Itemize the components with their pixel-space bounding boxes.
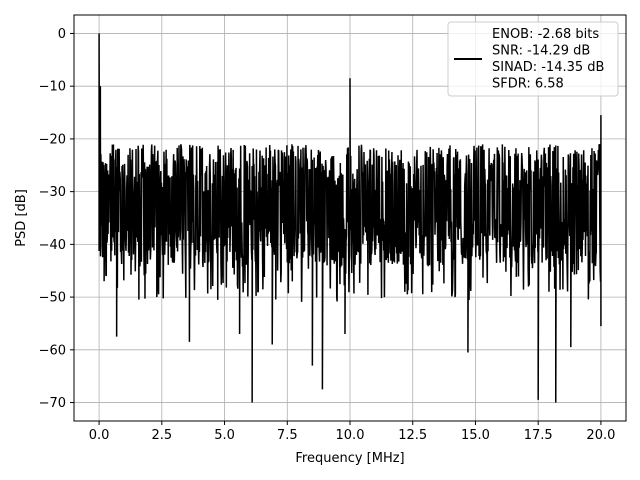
- x-tick-label: 2.5: [151, 428, 172, 443]
- y-tick-label: −30: [39, 185, 66, 200]
- plot-area: [98, 33, 602, 403]
- legend-entry-snr: SNR: -14.29 dB: [492, 44, 590, 59]
- y-axis-label: PSD [dB]: [14, 189, 29, 247]
- legend-entry-sinad: SINAD: -14.35 dB: [492, 60, 604, 75]
- x-tick-label: 20.0: [586, 428, 615, 443]
- x-axis-label: Frequency [MHz]: [295, 451, 404, 466]
- x-tick-label: 17.5: [524, 428, 553, 443]
- x-axis-ticks: 0.0 2.5 5.0 7.5 10.0 12.5 15.0 17.5 20.0: [89, 421, 615, 443]
- y-axis-ticks: 0 −10 −20 −30 −40 −50 −60 −70: [39, 27, 74, 411]
- legend-box: [447, 21, 619, 97]
- y-tick-label: −10: [39, 80, 66, 95]
- x-tick-label: 10.0: [336, 428, 365, 443]
- x-tick-label: 12.5: [398, 428, 427, 443]
- x-tick-label: 15.0: [461, 428, 490, 443]
- x-tick-label: 5.0: [214, 428, 235, 443]
- y-tick-label: −70: [39, 396, 66, 411]
- psd-series-line: [98, 33, 602, 403]
- legend: ENOB: -2.68 bits SNR: -14.29 dB SINAD: -…: [447, 21, 619, 97]
- y-tick-label: −40: [39, 238, 66, 253]
- x-tick-label: 7.5: [277, 428, 298, 443]
- y-tick-label: −50: [39, 291, 66, 306]
- x-tick-label: 0.0: [89, 428, 110, 443]
- y-tick-label: 0: [58, 27, 66, 42]
- y-tick-label: −20: [39, 132, 66, 147]
- y-tick-label: −60: [39, 343, 66, 358]
- legend-entry-sfdr: SFDR: 6.58: [492, 77, 564, 92]
- legend-entry-enob: ENOB: -2.68 bits: [492, 27, 599, 42]
